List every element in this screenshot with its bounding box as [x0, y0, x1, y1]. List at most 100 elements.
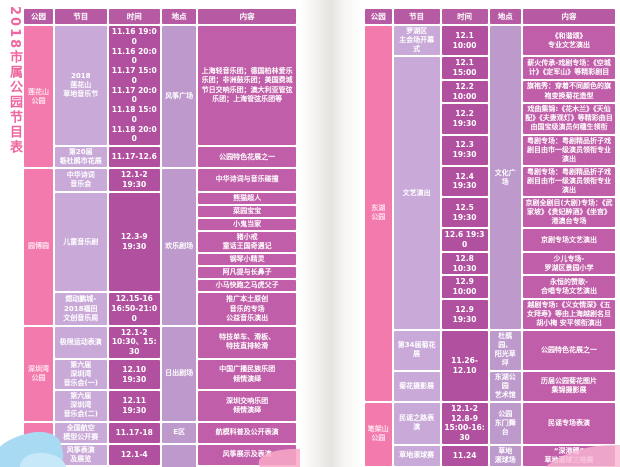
cell-content-description: 戏曲集锦:《花木兰》《天仙配》《夫妻观灯》等精彩曲目由国宝级演员何穗生领衔 — [523, 104, 615, 134]
cell-time: 12.9 19:30 — [441, 299, 488, 330]
table-row: 小马快跑之马虎父子 — [24, 280, 296, 292]
cell-location: 草地 滚球场 — [489, 445, 521, 467]
table-row: 12.9 19:30 越剧专场:《义女情深》《五女拜寿》等由上海越剧名旦胡小梅 安… — [365, 299, 615, 330]
cell-time: 12.4 19:30 — [441, 166, 488, 197]
cell-time: 12.3 19:30 — [441, 135, 488, 165]
table-row: 12.5 19:30 京剧全剧目(大剧)专场：《武家坡》《贵妃醉酒》《坐宫》港澳台… — [365, 198, 615, 228]
cell-content-description: 永恒的赞歌- 合唱专场文艺演出 — [523, 276, 615, 298]
cell-content-description: 公园特色花展之一 — [523, 331, 615, 370]
cell-time: 11.17-18 — [108, 422, 160, 443]
cell-time: 12.5 19:30 — [441, 198, 488, 228]
table-row: 钢琴小精灵 — [24, 254, 296, 266]
table-row: 东湖 公园 罗湖区 主会场开幕式 12.1 10:00 文化广场 《和谐颂》 专业文艺演… — [365, 26, 615, 401]
cell-program-name: 菊花摄影展 — [393, 371, 440, 401]
cell-park-name: 东湖 公园 — [365, 26, 392, 401]
cell-park-name: 笔架山 公园 — [365, 402, 392, 467]
cell-content-description: 京剧专场文艺演出 — [523, 229, 615, 251]
right-page-schedule-table: 公园 节目 时间 地点 内容东湖 公园 罗湖区 主会场开幕式 12.1 10:00 文化广场《… — [363, 7, 617, 467]
cell-time: 12.1-2 19:30 — [108, 169, 160, 191]
cell-content-description: 越剧专场:《义女情深》《五女拜寿》等由上海越剧名旦胡小梅 安平领衔演出 — [523, 299, 615, 330]
cell-program-name: 燃动鹏城- 2018福田 文创音乐周 — [55, 293, 107, 325]
cell-content-description: 中华诗词与音乐碰撞 — [198, 169, 296, 191]
table-row: 莲花山 公园 2018 莲花山 草地音乐节 11.16 19:00 11.16 20… — [24, 26, 296, 168]
cell-content-description: 上海轻音乐团；德国柏林爱乐乐团；非洲鼓乐团；美国费城节日交响乐团；澳大利亚管弦乐… — [198, 26, 296, 145]
column-header: 内容 — [198, 9, 296, 24]
cell-time: 11.24 — [441, 445, 488, 467]
table-row: 小鬼当家 — [24, 218, 296, 230]
table-row: 第20届 簕杜鹃市花展 11.17-12.6 公园特色花展之一 — [24, 147, 296, 168]
cell-time: 12.1 10:00 — [441, 26, 488, 56]
cell-location: 公园 东门舞台 — [489, 402, 521, 444]
cell-location: 欢乐剧场 — [161, 169, 197, 325]
table-row: 菜园宝宝 — [24, 205, 296, 217]
cell-program-name: 中华诗词 音乐会 — [55, 169, 107, 191]
cell-program-name: 罗湖区 主会场开幕式 — [393, 26, 440, 56]
cell-content-description: 熊猫超人 — [198, 192, 296, 204]
cell-content-description: 推广本土原创 音乐的专场 公益音乐演出 — [198, 293, 296, 325]
cell-program-name: 第20届 簕杜鹃市花展 — [55, 147, 107, 168]
table-row: 菊花摄影展 东湖公园 艺术馆 历届公园菊花图片 集锦摄影展 — [365, 371, 615, 401]
cell-content-description: 中国广播民族乐团 倾情演绎 — [198, 359, 296, 390]
cell-program-name: 极限运动表演 — [55, 326, 107, 358]
cell-location: 风筝广场 — [161, 26, 197, 168]
table-row: 第六届 深圳湾 音乐会(二) 12.11 19:30 深圳交响乐团 倾情演绎 — [24, 391, 296, 421]
cell-content-description: 粤剧专场：粤剧精品折子戏剧目由市一级演员领衔专业演出 — [523, 166, 615, 197]
cell-content-description: 猪小戒 童话王国奇遇记 — [198, 231, 296, 253]
table-row: 12.8 10:30 少儿专场- 罗湖区景园小学 — [365, 252, 615, 275]
cell-content-description: 历届公园菊花图片 集锦摄影展 — [523, 371, 615, 401]
table-row: 园博园 中华诗词 音乐会 12.1-2 19:30 欢乐剧场 中华诗词与音乐碰撞 — [24, 169, 296, 325]
cell-content-description: 钢琴小精灵 — [198, 254, 296, 266]
cell-content-description: 小马快跑之马虎父子 — [198, 280, 296, 292]
cell-time: 12.1-2 10:30、15:30 — [108, 326, 160, 358]
column-header: 时间 — [108, 9, 160, 24]
table-row: 12.2 10:00 旗袍秀：穿着不同颜色的旗袍变换菊花造型 — [365, 80, 615, 103]
cell-location: E区 — [161, 422, 197, 443]
cell-content-description: 少儿专场- 罗湖区景园小学 — [523, 252, 615, 275]
table-row: 深圳湾 公园 极限运动表演 12.1-2 10:30、15:30 日出剧场 特技单车、滑… — [24, 326, 296, 421]
column-header: 节目 — [55, 9, 107, 24]
cell-content-description: 深圳交响乐团 倾情演绎 — [198, 391, 296, 421]
table-row: 12.4 19:30 粤剧专场：粤剧精品折子戏剧目由市一级演员领衔专业演出 — [365, 166, 615, 197]
cell-content-description: 公园特色花展之一 — [198, 147, 296, 168]
cell-location: 文化广场 — [489, 26, 521, 330]
cell-content-description: 旗袍秀：穿着不同颜色的旗袍变换菊花造型 — [523, 80, 615, 103]
cell-program-name: 草地滚球赛 — [393, 445, 440, 467]
column-header: 公园 — [24, 9, 54, 24]
cell-content-description: 民谣专场表演 — [523, 402, 615, 444]
column-header: 时间 — [441, 9, 488, 24]
cell-program-name: 第34届菊花展 — [393, 331, 440, 370]
cell-time: 11.26- 12.10 — [441, 331, 488, 401]
cell-park-name: 深圳湾 公园 — [24, 326, 54, 421]
table-row: 文艺演出 12.1 15:00 薪火传承-戏剧专场：《空城计》《定军山》等精彩剧目 — [365, 57, 615, 330]
cell-time: 12.8 10:30 — [441, 252, 488, 275]
page-fold-gutter — [300, 0, 364, 467]
cell-content-description: 特技单车、滑板、 特技直排轮滑 — [198, 326, 296, 358]
header-row: 公园 节目 时间 地点 内容 — [365, 9, 615, 24]
left-page-schedule-table: 公园 节目 时间 地点 内容莲花山 公园 2018 莲花山 草地音乐节 11.16 19:0… — [22, 7, 298, 467]
header-row: 公园 节目 时间 地点 内容 — [24, 9, 296, 24]
cell-content-description: 粤剧专场：粤剧精品折子戏剧目由市一级演员领衔专业演出 — [523, 135, 615, 165]
table-row: 第六届 深圳湾 音乐会(一) 12.10 19:30 中国广播民族乐团 倾情演绎 — [24, 359, 296, 390]
cell-time: 12.3-9 19:30 — [108, 192, 160, 292]
cell-time: 12.1-4 — [108, 444, 160, 465]
cell-time: 12.15-16 16:50-21:00 — [108, 293, 160, 325]
cell-content-description: 《和谐颂》 专业文艺演出 — [523, 26, 615, 56]
cell-time: 11.16 19:00 11.16 20:00 11.17 15:00 11.1… — [108, 26, 160, 145]
cell-content-description: 航模科普及公开表演 — [198, 422, 296, 443]
table-row: 12.9 10:00 永恒的赞歌- 合唱专场文艺演出 — [365, 276, 615, 298]
cell-time: 12.1 15:00 — [441, 57, 488, 79]
cell-program-name: 第六届 深圳湾 音乐会(二) — [55, 391, 107, 421]
right-page: 公园 节目 时间 地点 内容东湖 公园 罗湖区 主会场开幕式 12.1 10:00 文化广场《… — [360, 0, 620, 467]
cell-content-description: 阿凡提与长鼻子 — [198, 267, 296, 279]
table-row: 阿凡提与长鼻子 — [24, 267, 296, 279]
table-row: 笔架山 公园 民谣之路表演 12.1-2 12.8-9 15:00-16:30 公园 … — [365, 402, 615, 467]
column-header: 公园 — [365, 9, 392, 24]
table-row: 猪小戒 童话王国奇遇记 — [24, 231, 296, 253]
cell-time: 12.6 19:30 — [441, 229, 488, 251]
cell-park-name: 莲花山 公园 — [24, 26, 54, 168]
cell-time: 12.2 10:00 — [441, 80, 488, 103]
cell-time: 12.1-2 12.8-9 15:00-16:30 — [441, 402, 488, 444]
cell-content-description: 小鬼当家 — [198, 218, 296, 230]
